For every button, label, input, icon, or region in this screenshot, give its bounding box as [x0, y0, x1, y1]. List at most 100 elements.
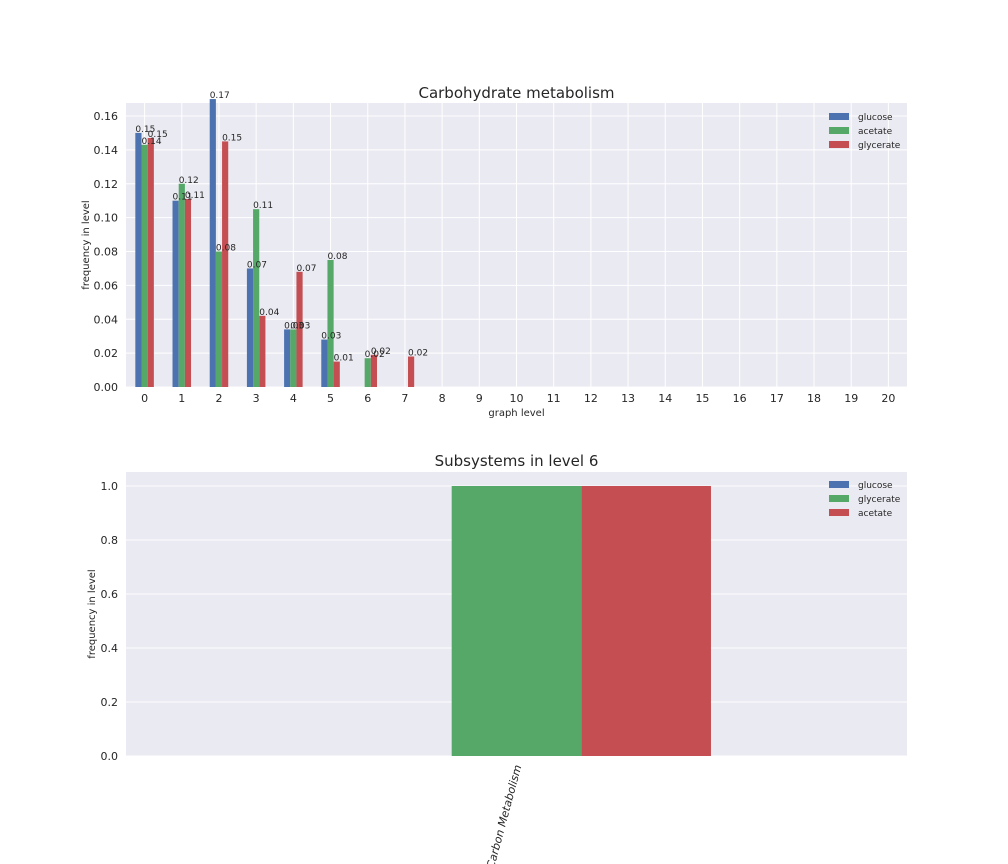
y-tick-label: 0.04	[94, 313, 119, 326]
data-label: 0.03	[321, 332, 341, 342]
data-label: 0.11	[253, 201, 273, 211]
x-tick-label: 7	[401, 392, 408, 405]
data-label: 0.15	[148, 130, 168, 140]
chart-subsystems-level-6: 0.00.20.40.60.81.0 Carbon Metabolism Sub…	[87, 452, 907, 864]
bar-acetate	[581, 486, 711, 756]
data-label: 0.02	[408, 349, 428, 359]
legend: glucose acetate glycerate	[829, 113, 901, 151]
bar-glucose-5	[321, 339, 328, 387]
y-tick-label: 0.02	[94, 347, 119, 360]
bar-glycerate-2	[222, 141, 229, 387]
y-tick-label: 0.00	[94, 381, 119, 394]
bar-glycerate-5	[333, 361, 340, 387]
y-tick-label: 0.4	[101, 642, 119, 655]
x-tick-label: 2	[215, 392, 222, 405]
data-label: 0.08	[216, 244, 236, 254]
x-tick-label: 5	[327, 392, 334, 405]
bar-glycerate-6	[370, 354, 377, 387]
data-label: 0.07	[247, 260, 267, 270]
y-tick-label: 0.14	[94, 144, 119, 157]
x-tick-label: 6	[364, 392, 371, 405]
y-tick-label: 0.16	[94, 110, 119, 123]
chart-carbohydrate-metabolism: 0.150.110.170.070.030.030.140.120.080.11…	[81, 84, 907, 419]
bars	[135, 99, 415, 387]
data-label: 0.17	[210, 91, 230, 101]
data-label: 0.04	[259, 308, 279, 318]
data-label: 0.12	[179, 176, 199, 186]
x-ticks: 0 1 2 3 4 5 6 7 8 9 10 11 12 13 14 15 16 17 18 19 20	[141, 392, 895, 405]
x-tick-label: 3	[253, 392, 260, 405]
x-tick-label: 10	[510, 392, 524, 405]
x-tick-label: 19	[844, 392, 858, 405]
bar-acetate-4	[290, 329, 297, 387]
bar-glycerate-1	[184, 198, 192, 387]
y-tick-label: 0.6	[101, 588, 119, 601]
legend-label-glycerate: glycerate	[858, 141, 901, 151]
x-tick-label: 17	[770, 392, 784, 405]
x-tick-label: 11	[547, 392, 561, 405]
x-tick-label: 1	[178, 392, 185, 405]
legend-label-glycerate: glycerate	[858, 495, 901, 505]
x-tick-label: 14	[658, 392, 672, 405]
y-ticks: 0.0 0.2 0.4 0.6 0.8 1.0	[101, 480, 119, 763]
y-axis-label: frequency in level	[87, 569, 98, 658]
y-tick-label: 0.10	[94, 212, 119, 225]
data-label: 0.02	[371, 347, 391, 357]
bars	[451, 486, 711, 756]
y-tick-label: 0.0	[101, 750, 119, 763]
bar-glucose-4	[284, 329, 291, 387]
x-tick-label: 18	[807, 392, 821, 405]
x-tick-label: 12	[584, 392, 598, 405]
data-label: 0.08	[327, 252, 347, 262]
bar-glycerate-4	[296, 271, 303, 387]
bar-acetate-1	[178, 183, 185, 387]
bar-glucose-0	[135, 132, 142, 387]
bar-glycerate-0	[147, 138, 154, 387]
chart-title: Carbohydrate metabolism	[418, 84, 614, 102]
data-label: 0.02	[365, 350, 385, 360]
bar-acetate-6	[364, 358, 371, 387]
x-tick-label: 16	[733, 392, 747, 405]
legend-swatch-acetate	[829, 127, 849, 134]
data-label: 0.03	[284, 321, 304, 331]
x-tick-label: 4	[290, 392, 297, 405]
legend-label-glucose: glucose	[858, 481, 893, 491]
legend-swatch-glycerate	[829, 495, 849, 502]
x-tick-label: 13	[621, 392, 635, 405]
bar-acetate-2	[215, 251, 223, 387]
x-tick-label: 15	[695, 392, 709, 405]
x-tick-label: 9	[476, 392, 483, 405]
legend: glucose glycerate acetate	[829, 481, 901, 519]
data-label: 0.03	[290, 321, 310, 331]
y-tick-label: 0.2	[101, 696, 119, 709]
y-tick-label: 0.08	[94, 246, 119, 259]
y-ticks: 0.00 0.02 0.04 0.06 0.08 0.10 0.12 0.14 0.16	[94, 110, 119, 394]
data-label: 0.07	[296, 264, 316, 274]
legend-swatch-glucose	[829, 481, 849, 488]
y-tick-label: 0.12	[94, 178, 119, 191]
data-label: 0.11	[173, 193, 193, 203]
legend-swatch-acetate	[829, 509, 849, 516]
bar-glycerate	[451, 486, 582, 756]
legend-swatch-glucose	[829, 113, 849, 120]
legend-label-acetate: acetate	[858, 127, 893, 137]
legend-label-glucose: glucose	[858, 113, 893, 123]
y-tick-label: 0.06	[94, 279, 119, 292]
bar-acetate-0	[141, 144, 148, 387]
y-tick-label: 1.0	[101, 480, 119, 493]
legend-label-acetate: acetate	[858, 509, 893, 519]
y-axis-label: frequency in level	[81, 200, 92, 289]
legend-swatch-glycerate	[829, 141, 849, 148]
bar-glycerate-7	[408, 356, 415, 387]
data-label: 0.15	[222, 133, 242, 143]
x-tick-label: 20	[881, 392, 895, 405]
data-label: 0.14	[142, 137, 162, 147]
x-axis-label: graph level	[488, 408, 544, 419]
bar-glucose-3	[246, 268, 254, 387]
y-tick-label: 0.8	[101, 534, 119, 547]
bar-acetate-3	[253, 209, 260, 387]
bar-glucose-1	[172, 200, 179, 387]
value-labels: 0.150.110.170.070.030.030.140.120.080.11…	[135, 91, 428, 364]
bar-glycerate-3	[259, 315, 266, 387]
